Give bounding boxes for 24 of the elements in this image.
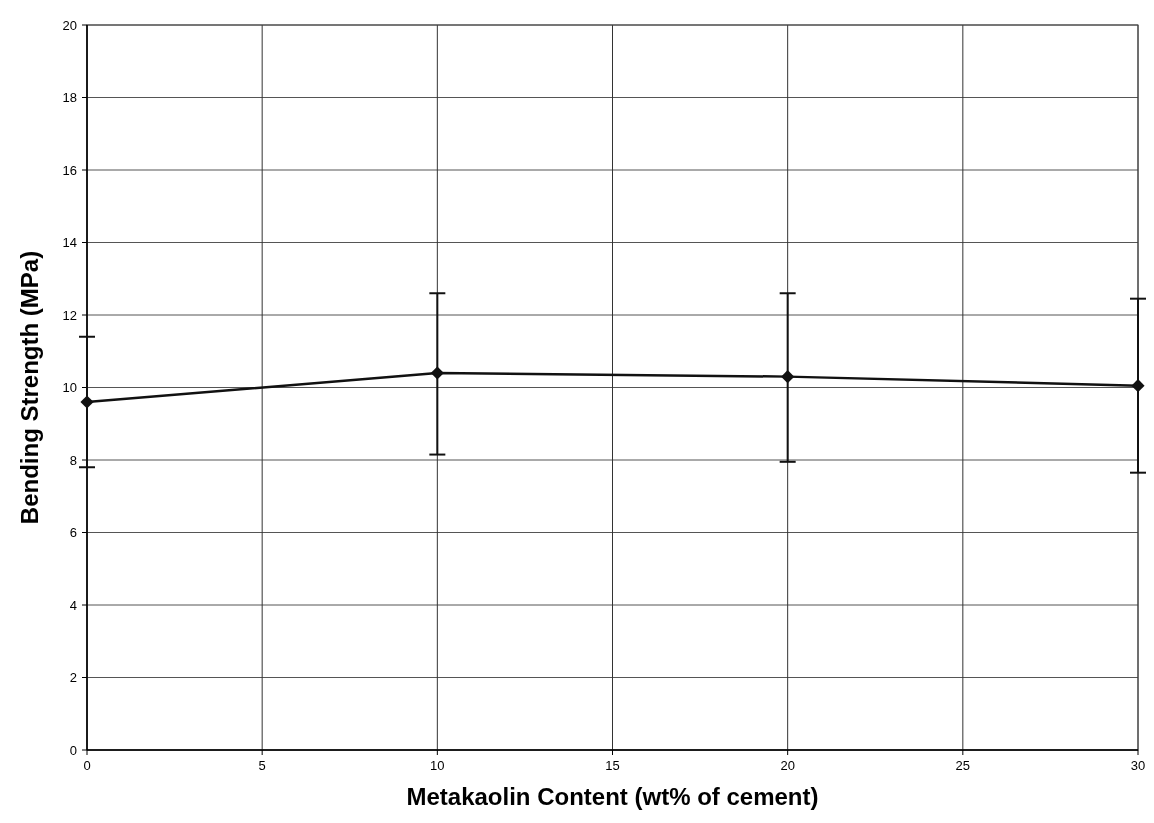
point (781, 370, 795, 384)
y-tick-label: 4 (69, 597, 77, 613)
y-tick-label: 16 (62, 162, 77, 178)
y-tick-label: 0 (69, 742, 77, 758)
x-axis-title: Metakaolin Content (wt% of cement) (406, 783, 819, 810)
y-tick-label: 12 (62, 307, 77, 323)
y-axis-title: Bending Strength (MPa) (16, 250, 43, 525)
x-tick-label: 5 (258, 758, 266, 773)
y-tick-label: 8 (69, 452, 77, 468)
x-tick-label: 30 (1130, 758, 1146, 773)
x-tick-label: 0 (83, 758, 91, 773)
y-tick-label: 2 (69, 670, 77, 686)
x-tick-label: 15 (605, 758, 620, 773)
y-tick-label: 10 (62, 380, 77, 396)
x-tick-label: 20 (780, 758, 795, 773)
y-tick-label: 18 (62, 90, 77, 106)
y-tick-label: 20 (62, 17, 77, 33)
point (1131, 379, 1145, 393)
point (430, 366, 444, 380)
x-tick-label: 10 (430, 758, 445, 773)
y-tick-label: 14 (62, 235, 77, 251)
x-tick-label: 25 (955, 758, 971, 773)
y-tick-label: 6 (69, 525, 77, 541)
point (80, 395, 94, 409)
